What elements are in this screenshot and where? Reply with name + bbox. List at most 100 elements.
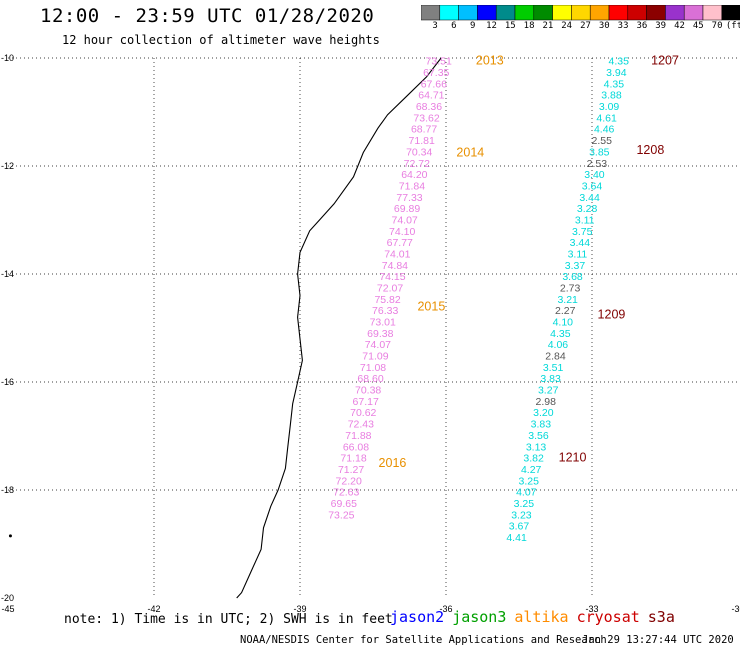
pass-time-label: 2015 bbox=[417, 299, 445, 313]
scale-label: 21 bbox=[542, 21, 554, 31]
wave-height-value: 74.84 bbox=[382, 260, 408, 272]
wave-height-value: 71.81 bbox=[409, 135, 435, 147]
wave-height-value: 3.28 bbox=[577, 203, 598, 215]
wave-height-value: 3.83 bbox=[540, 373, 561, 385]
wave-height-value: 4.41 bbox=[506, 532, 527, 544]
wave-height-value: 75.82 bbox=[374, 294, 400, 306]
wave-height-value: 70.62 bbox=[350, 407, 376, 419]
wave-height-value: 64.71 bbox=[418, 90, 444, 102]
scale-label: 24 bbox=[561, 21, 573, 31]
wave-height-value: 3.27 bbox=[538, 385, 559, 397]
scale-label: 42 bbox=[674, 21, 685, 31]
wave-height-value: 3.25 bbox=[519, 475, 540, 487]
lat-tick-label: -18 bbox=[1, 485, 14, 495]
wave-height-value: 71.27 bbox=[338, 464, 364, 476]
scale-label: 70 bbox=[711, 21, 723, 31]
wave-height-value: 4.61 bbox=[596, 112, 617, 124]
wave-height-value: 3.94 bbox=[606, 67, 627, 79]
wave-height-value: 3.82 bbox=[523, 453, 544, 465]
lat-tick-label: -14 bbox=[1, 269, 14, 279]
map-title: 12:00 - 23:59 UTC 01/28/2020 bbox=[40, 5, 375, 27]
wave-height-value: 72.07 bbox=[377, 283, 403, 295]
lon-tick-label: -42 bbox=[147, 604, 160, 614]
pass-time-label: 1210 bbox=[559, 451, 587, 465]
pass-time-label: 1208 bbox=[636, 143, 664, 157]
wave-height-value: 77.33 bbox=[396, 192, 422, 204]
scale-label: 12 bbox=[486, 21, 497, 31]
wave-height-value: 2.98 bbox=[536, 396, 557, 408]
wave-height-value: 3.44 bbox=[579, 192, 600, 204]
map-subtitle: 12 hour collection of altimeter wave hei… bbox=[62, 33, 380, 47]
wave-height-value: 3.56 bbox=[528, 430, 549, 442]
satellite-legend: jason2 jason3 altika cryosat s3a bbox=[390, 608, 683, 626]
wave-height-value: 2.84 bbox=[545, 351, 566, 363]
wave-height-value: 3.11 bbox=[568, 248, 588, 260]
lon-tick-label: -45 bbox=[1, 604, 14, 614]
wave-height-value: 72.20 bbox=[336, 475, 362, 487]
wave-height-value: 3.20 bbox=[533, 407, 554, 419]
wave-height-value: 68.36 bbox=[416, 101, 442, 113]
lat-tick-label: -10 bbox=[1, 53, 14, 63]
pass-time-label: 1209 bbox=[598, 308, 626, 322]
wave-height-value: 74.10 bbox=[389, 226, 415, 238]
wave-height-value: 3.51 bbox=[543, 362, 564, 374]
wave-height-value: 3.68 bbox=[562, 271, 583, 283]
scale-label: 18 bbox=[523, 21, 535, 31]
wave-height-value: 2.55 bbox=[592, 135, 613, 147]
wave-height-value: 74.07 bbox=[365, 339, 391, 351]
wave-height-value: 73.01 bbox=[370, 317, 396, 329]
legend-cryosat: cryosat bbox=[576, 608, 640, 626]
scale-label: 39 bbox=[655, 21, 667, 31]
wave-height-value: 4.35 bbox=[550, 328, 571, 340]
lat-tick-label: -20 bbox=[1, 593, 14, 603]
pass-time-label: 2016 bbox=[379, 456, 407, 470]
lat-tick-label: -12 bbox=[1, 161, 14, 171]
lon-tick-label: -36 bbox=[439, 604, 452, 614]
legend-s3a: s3a bbox=[647, 608, 675, 626]
scale-label: 33 bbox=[617, 21, 629, 31]
footer-note: note: 1) Time is in UTC; 2) SWH is in fe… bbox=[64, 612, 393, 627]
scale-label: 6 bbox=[451, 21, 457, 31]
wave-height-value: 73.25 bbox=[328, 509, 354, 521]
wave-height-value: 73.62 bbox=[413, 112, 439, 124]
wave-height-value: 74.01 bbox=[384, 248, 410, 260]
wave-height-value: 3.85 bbox=[589, 146, 610, 158]
wave-height-value: 70.38 bbox=[355, 385, 381, 397]
legend-altika: altika bbox=[514, 608, 569, 626]
wave-height-value: 68.60 bbox=[357, 373, 383, 385]
wave-height-value: 71.84 bbox=[399, 180, 425, 192]
credit-line: NOAA/NESDIS Center for Satellite Applica… bbox=[240, 634, 607, 646]
wave-height-value: 3.67 bbox=[509, 521, 530, 533]
wave-height-value: 64.20 bbox=[401, 169, 427, 181]
wave-height-value: 2.73 bbox=[560, 283, 581, 295]
wave-height-value: 72.63 bbox=[333, 487, 359, 499]
wave-height-value: 67.77 bbox=[387, 237, 413, 249]
wave-height-value: 66.08 bbox=[343, 441, 369, 453]
wave-height-value: 71.09 bbox=[362, 351, 388, 363]
wave-height-value: 3.23 bbox=[511, 509, 532, 521]
wave-height-value: 4.35 bbox=[609, 56, 630, 68]
wave-height-value: 67.35 bbox=[423, 67, 449, 79]
wave-height-value: 3.40 bbox=[584, 169, 605, 181]
scale-label: 3 bbox=[432, 21, 438, 31]
wave-height-value: 3.25 bbox=[514, 498, 535, 510]
wave-height-value: 67.66 bbox=[421, 78, 447, 90]
wave-height-value: 71.08 bbox=[360, 362, 386, 374]
wave-height-value: 71.18 bbox=[340, 453, 366, 465]
wave-height-value: 67.17 bbox=[353, 396, 379, 408]
legend-jason3: jason3 bbox=[452, 608, 507, 626]
wave-height-value: 68.77 bbox=[411, 124, 437, 136]
scale-label: 9 bbox=[469, 21, 476, 31]
wave-height-value: 3.64 bbox=[582, 180, 603, 192]
wave-height-value: 69.65 bbox=[331, 498, 357, 510]
wave-height-value: 72.72 bbox=[404, 158, 430, 170]
scale-label: 36 bbox=[636, 21, 648, 31]
wave-height-value: 4.46 bbox=[594, 124, 615, 136]
wave-height-value: 3.44 bbox=[570, 237, 591, 249]
coastline bbox=[236, 57, 442, 599]
wave-height-value: 4.10 bbox=[553, 317, 574, 329]
lon-tick-label: -39 bbox=[293, 604, 306, 614]
wave-height-value: 74.07 bbox=[391, 214, 417, 226]
